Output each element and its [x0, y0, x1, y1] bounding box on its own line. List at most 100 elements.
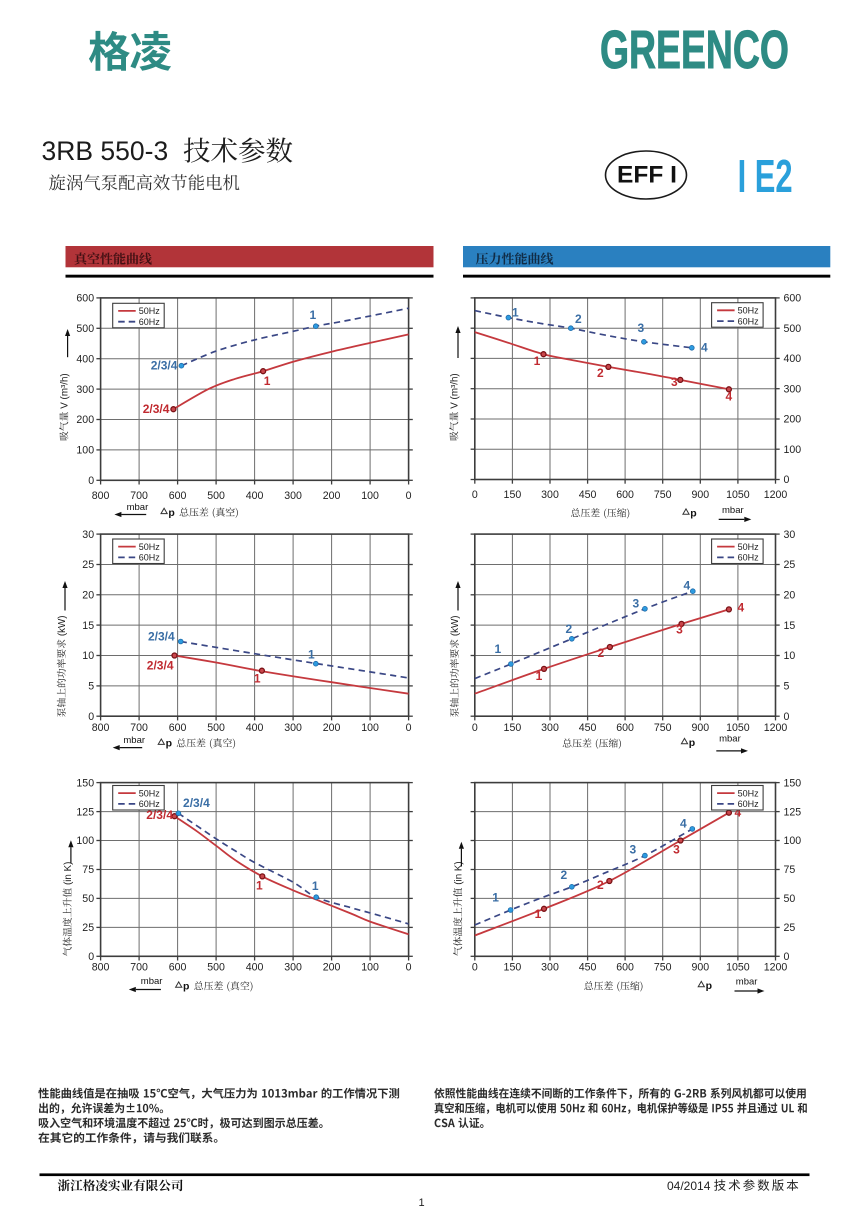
svg-text:400: 400: [246, 490, 264, 502]
svg-text:2: 2: [560, 868, 567, 882]
svg-text:75: 75: [784, 864, 796, 876]
svg-text:5: 5: [784, 681, 790, 693]
svg-text:(in K): (in K): [63, 862, 74, 885]
svg-text:800: 800: [92, 490, 110, 502]
svg-text:500: 500: [784, 323, 802, 335]
svg-text:30: 30: [82, 529, 94, 541]
svg-text:5: 5: [88, 681, 94, 693]
svg-text:0: 0: [406, 962, 412, 974]
svg-text:600: 600: [169, 490, 187, 502]
svg-text:600: 600: [169, 722, 187, 734]
svg-text:400: 400: [246, 962, 264, 974]
svg-text:2/3/4: 2/3/4: [183, 796, 210, 810]
svg-text:4: 4: [735, 806, 742, 820]
svg-text:25: 25: [784, 559, 796, 571]
svg-text:60Hz: 60Hz: [139, 799, 161, 809]
svg-text:1200: 1200: [764, 962, 788, 974]
svg-text:2: 2: [575, 312, 582, 326]
svg-text:1: 1: [309, 308, 316, 322]
svg-text:2: 2: [565, 622, 572, 636]
svg-text:600: 600: [616, 962, 634, 974]
svg-text:3: 3: [638, 321, 645, 335]
svg-text:900: 900: [691, 722, 709, 734]
svg-text:15: 15: [784, 620, 796, 632]
svg-text:(kW): (kW): [450, 615, 461, 636]
svg-text:200: 200: [323, 722, 341, 734]
svg-text:125: 125: [76, 806, 94, 818]
svg-text:GREENCO: GREENCO: [600, 19, 789, 79]
svg-text:300: 300: [76, 384, 94, 396]
svg-text:mbar: mbar: [719, 734, 741, 745]
svg-text:10: 10: [784, 650, 796, 662]
svg-text:0: 0: [406, 490, 412, 502]
svg-text:100: 100: [361, 722, 379, 734]
svg-text:3: 3: [671, 375, 678, 389]
svg-text:1050: 1050: [726, 489, 750, 501]
svg-text:I E2: I E2: [738, 152, 793, 202]
svg-text:150: 150: [504, 722, 522, 734]
svg-text:50: 50: [82, 893, 94, 905]
svg-text:700: 700: [130, 490, 148, 502]
svg-text:300: 300: [284, 722, 302, 734]
svg-text:3: 3: [633, 596, 640, 610]
svg-text:50Hz: 50Hz: [139, 542, 161, 552]
svg-text:1: 1: [418, 1197, 424, 1209]
svg-text:4: 4: [726, 389, 733, 403]
svg-text:mbar: mbar: [127, 502, 149, 513]
svg-text:04/2014: 04/2014: [667, 1179, 711, 1193]
svg-text:1200: 1200: [764, 722, 788, 734]
svg-text:3: 3: [676, 622, 683, 636]
svg-text:200: 200: [323, 490, 341, 502]
svg-text:60Hz: 60Hz: [139, 553, 161, 563]
svg-text:600: 600: [784, 293, 802, 305]
svg-text:2/3/4: 2/3/4: [148, 630, 175, 644]
svg-text:20: 20: [784, 590, 796, 602]
svg-text:2: 2: [598, 646, 605, 660]
svg-text:400: 400: [76, 353, 94, 365]
svg-text:150: 150: [784, 777, 802, 789]
svg-text:600: 600: [169, 962, 187, 974]
svg-text:2/3/4: 2/3/4: [146, 808, 173, 822]
svg-text:2: 2: [597, 366, 604, 380]
svg-text:4: 4: [680, 816, 687, 830]
svg-text:mbar: mbar: [736, 977, 758, 988]
svg-text:60Hz: 60Hz: [738, 799, 760, 809]
svg-text:1: 1: [492, 891, 499, 905]
svg-text:50Hz: 50Hz: [738, 306, 760, 316]
svg-text:450: 450: [579, 962, 597, 974]
svg-text:100: 100: [784, 835, 802, 847]
svg-text:75: 75: [82, 864, 94, 876]
svg-text:1: 1: [535, 907, 542, 921]
svg-text:1: 1: [308, 647, 315, 661]
svg-text:750: 750: [654, 722, 672, 734]
svg-text:800: 800: [92, 722, 110, 734]
svg-text:p: p: [166, 738, 172, 750]
svg-text:400: 400: [246, 722, 264, 734]
svg-text:V (m³/h): V (m³/h): [450, 373, 461, 408]
svg-text:1: 1: [312, 879, 319, 893]
svg-text:200: 200: [323, 962, 341, 974]
svg-text:1050: 1050: [726, 962, 750, 974]
svg-text:450: 450: [579, 489, 597, 501]
svg-text:300: 300: [784, 383, 802, 395]
svg-text:125: 125: [784, 806, 802, 818]
svg-text:2/3/4: 2/3/4: [147, 659, 174, 673]
svg-text:10: 10: [82, 650, 94, 662]
svg-text:60Hz: 60Hz: [738, 316, 760, 326]
svg-text:0: 0: [472, 962, 478, 974]
svg-text:p: p: [183, 981, 189, 993]
svg-text:25: 25: [82, 559, 94, 571]
svg-text:150: 150: [504, 962, 522, 974]
svg-text:2/3/4: 2/3/4: [143, 402, 170, 416]
svg-text:0: 0: [88, 475, 94, 487]
svg-text:600: 600: [616, 489, 634, 501]
svg-text:300: 300: [284, 962, 302, 974]
svg-text:0: 0: [472, 489, 478, 501]
svg-text:2: 2: [597, 878, 604, 892]
svg-text:500: 500: [207, 962, 225, 974]
svg-text:300: 300: [541, 962, 559, 974]
svg-text:300: 300: [541, 722, 559, 734]
svg-text:100: 100: [361, 962, 379, 974]
svg-text:450: 450: [579, 722, 597, 734]
svg-text:200: 200: [76, 414, 94, 426]
